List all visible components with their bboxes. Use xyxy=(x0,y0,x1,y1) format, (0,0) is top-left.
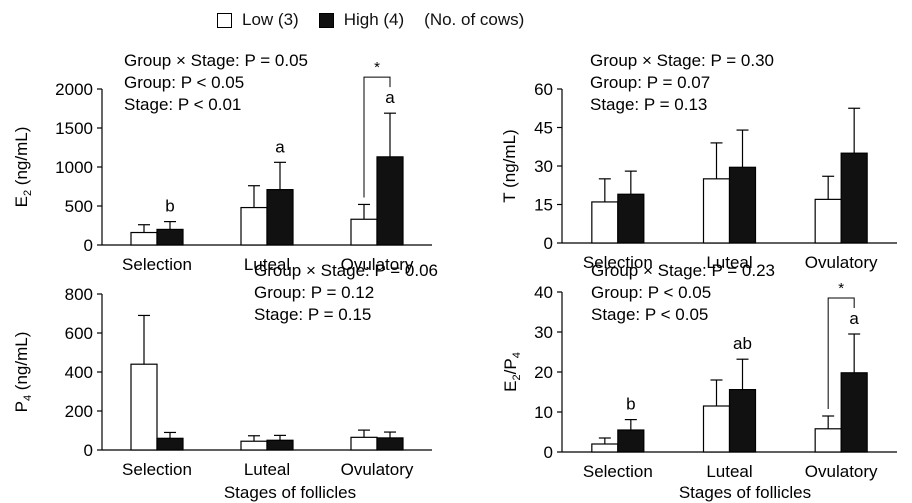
bar xyxy=(617,429,645,453)
bar xyxy=(814,428,842,453)
y-tick-label: 1500 xyxy=(55,119,93,138)
bar xyxy=(240,206,268,246)
significance-letter: a xyxy=(385,88,395,107)
significance-bracket xyxy=(827,297,855,409)
y-axis-title: E2 (ng/mL) xyxy=(12,127,34,208)
legend: Low (3) High (4) (No. of cows) xyxy=(217,8,524,32)
y-tick-label: 800 xyxy=(65,285,93,304)
x-tick-label: Selection xyxy=(583,253,653,272)
bar xyxy=(840,372,868,453)
bar xyxy=(156,228,184,246)
significance-letter: a xyxy=(849,309,859,328)
y-tick-label: 30 xyxy=(534,157,553,176)
y-tick-label: 0 xyxy=(84,441,93,460)
bar xyxy=(728,389,757,453)
y-tick-label: 10 xyxy=(534,403,553,422)
bar xyxy=(840,152,868,244)
bar xyxy=(617,193,645,244)
significance-bracket xyxy=(363,76,391,198)
bar xyxy=(376,437,404,451)
y-tick-label: 600 xyxy=(65,324,93,343)
stats-line: Group: P = 0.12 xyxy=(254,283,374,302)
y-axis-title: T (ng/mL) xyxy=(500,129,519,202)
bar xyxy=(266,189,294,246)
bar xyxy=(240,440,268,451)
x-tick-label: Luteal xyxy=(244,255,290,274)
stats-line: Group × Stage: P = 0.05 xyxy=(124,51,308,70)
y-axis-title: P4 (ng/mL) xyxy=(12,332,34,413)
y-tick-label: 400 xyxy=(65,363,93,382)
y-tick-label: 0 xyxy=(84,236,93,255)
significance-letter: a xyxy=(275,137,285,156)
bar xyxy=(350,436,378,451)
bar xyxy=(728,166,757,244)
y-tick-label: 2000 xyxy=(55,80,93,99)
x-tick-label: Ovulatory xyxy=(805,462,878,481)
y-tick-label: 60 xyxy=(534,80,553,99)
y-tick-label: 1000 xyxy=(55,158,93,177)
y-tick-label: 200 xyxy=(65,402,93,421)
stats-line: Stage: P = 0.15 xyxy=(254,305,371,324)
y-tick-label: 30 xyxy=(534,323,553,342)
x-tick-label: Selection xyxy=(122,255,192,274)
x-axis-title: Stages of follicles xyxy=(679,483,811,502)
stats-line: Group × Stage: P = 0.06 xyxy=(254,261,438,280)
bar xyxy=(814,198,842,244)
bar xyxy=(130,363,158,451)
y-tick-label: 40 xyxy=(534,283,553,302)
stats-line: Group × Stage: P = 0.30 xyxy=(590,51,774,70)
y-tick-label: 15 xyxy=(534,196,553,215)
legend-note: (No. of cows) xyxy=(424,10,525,29)
stats-line: Group: P < 0.05 xyxy=(124,73,244,92)
significance-letter: ab xyxy=(733,334,752,353)
bar xyxy=(702,405,731,453)
y-tick-label: 500 xyxy=(65,197,93,216)
significance-letter: b xyxy=(626,395,635,414)
bar xyxy=(350,218,378,246)
x-tick-label: Ovulatory xyxy=(341,255,414,274)
stats-line: Group: P < 0.05 xyxy=(591,283,711,302)
y-tick-label: 20 xyxy=(534,363,553,382)
stats-line: Stage: P = 0.13 xyxy=(590,95,707,114)
significance-star: * xyxy=(374,59,380,76)
y-tick-label: 45 xyxy=(534,119,553,138)
y-tick-label: 0 xyxy=(544,234,553,253)
legend-low-label: Low (3) xyxy=(242,10,299,29)
significance-star: * xyxy=(838,280,844,297)
x-tick-label: Luteal xyxy=(244,460,290,479)
bar xyxy=(156,437,184,451)
x-axis-title: Stages of follicles xyxy=(224,483,356,502)
bar xyxy=(702,178,731,244)
bar xyxy=(591,201,619,244)
stats-line: Group: P = 0.07 xyxy=(590,73,710,92)
bar xyxy=(266,439,294,451)
y-tick-label: 0 xyxy=(544,443,553,462)
stats-line: Stage: P < 0.01 xyxy=(124,95,241,114)
bar xyxy=(591,443,619,453)
legend-high-swatch xyxy=(318,12,334,28)
y-axis-title: E2/P4 xyxy=(501,352,523,392)
x-tick-label: Ovulatory xyxy=(341,460,414,479)
legend-low-swatch xyxy=(217,12,232,28)
x-tick-label: Ovulatory xyxy=(805,253,878,272)
significance-letter: b xyxy=(165,197,174,216)
x-tick-label: Luteal xyxy=(706,253,752,272)
legend-high-label: High (4) xyxy=(343,10,405,29)
x-tick-label: Selection xyxy=(122,460,192,479)
x-tick-label: Luteal xyxy=(706,462,752,481)
bar xyxy=(376,156,404,246)
bar xyxy=(130,231,158,246)
stats-line: Group × Stage: P = 0.23 xyxy=(591,261,775,280)
x-tick-label: Selection xyxy=(583,462,653,481)
stats-line: Stage: P < 0.05 xyxy=(591,305,708,324)
